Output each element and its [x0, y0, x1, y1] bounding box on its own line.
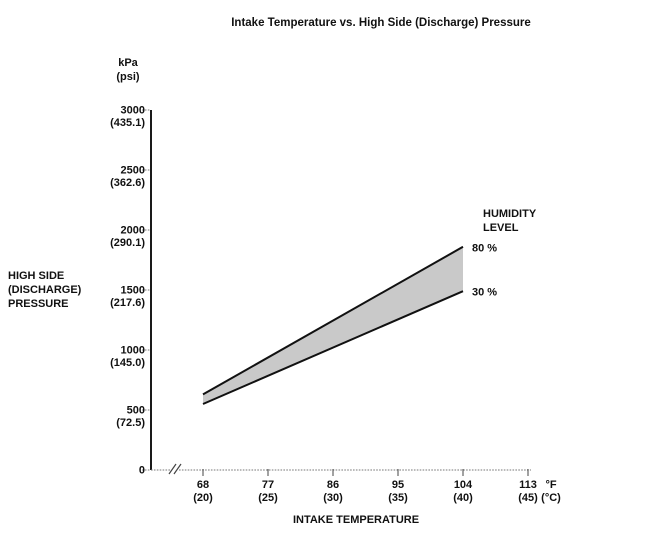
- y-axis-unit-label: kPa (psi): [103, 57, 153, 84]
- y-axis-unit-psi: (psi): [116, 70, 140, 83]
- y-axis-unit-kpa: kPa: [118, 57, 138, 69]
- legend-title: HUMIDITY LEVEL: [483, 208, 536, 234]
- x-tick-label-c: (30): [323, 492, 343, 504]
- y-tick-label-kpa: 2000: [121, 225, 145, 237]
- series-line-30pct: [202, 290, 464, 405]
- series-line-80pct: [202, 245, 464, 396]
- x-tick-label-f: 86: [327, 479, 339, 491]
- y-tick-label-kpa: 500: [127, 405, 145, 417]
- y-tick-label-kpa: 0: [139, 465, 145, 477]
- chart-title: Intake Temperature vs. High Side (Discha…: [231, 17, 531, 29]
- x-axis-unit-f: °F: [545, 479, 556, 491]
- x-tick-label-f: 77: [262, 479, 274, 491]
- y-tick-label-psi: (145.0): [110, 357, 145, 369]
- x-tick-label-c: (40): [453, 492, 473, 504]
- x-axis-unit-c: (°C): [541, 492, 561, 504]
- series-label-30pct: 30 %: [472, 287, 497, 299]
- x-tick-label-f: 104: [454, 479, 473, 491]
- x-tick-label-c: (35): [388, 492, 408, 504]
- x-tick-label-f: 95: [392, 479, 404, 491]
- y-tick-label-kpa: 1000: [121, 345, 145, 357]
- y-tick-label-psi: (217.6): [110, 297, 145, 309]
- y-tick-label-kpa: 2500: [121, 165, 145, 177]
- x-axis-title: INTAKE TEMPERATURE: [292, 514, 420, 526]
- humidity-band: [203, 246, 463, 404]
- axis-break-mark: [173, 463, 182, 475]
- y-tick-label-psi: (435.1): [110, 117, 145, 129]
- axis-break-mark: [168, 463, 177, 475]
- y-tick-label-psi: (290.1): [110, 237, 145, 249]
- y-tick-label-psi: (362.6): [110, 177, 145, 189]
- y-axis-title: HIGH SIDE (DISCHARGE) PRESSURE: [8, 270, 82, 310]
- x-tick-label-f: 68: [197, 479, 209, 491]
- x-tick-label-c: (25): [258, 492, 278, 504]
- series-label-80pct: 80 %: [472, 242, 497, 254]
- x-tick-label-f: 113: [519, 479, 537, 491]
- y-tick-label-psi: (72.5): [116, 417, 145, 429]
- x-tick-label-c: (20): [193, 492, 213, 504]
- y-tick-label-kpa: 1500: [121, 285, 145, 297]
- y-tick-label-kpa: 3000: [121, 105, 145, 117]
- x-tick-label-c: (45): [518, 492, 538, 504]
